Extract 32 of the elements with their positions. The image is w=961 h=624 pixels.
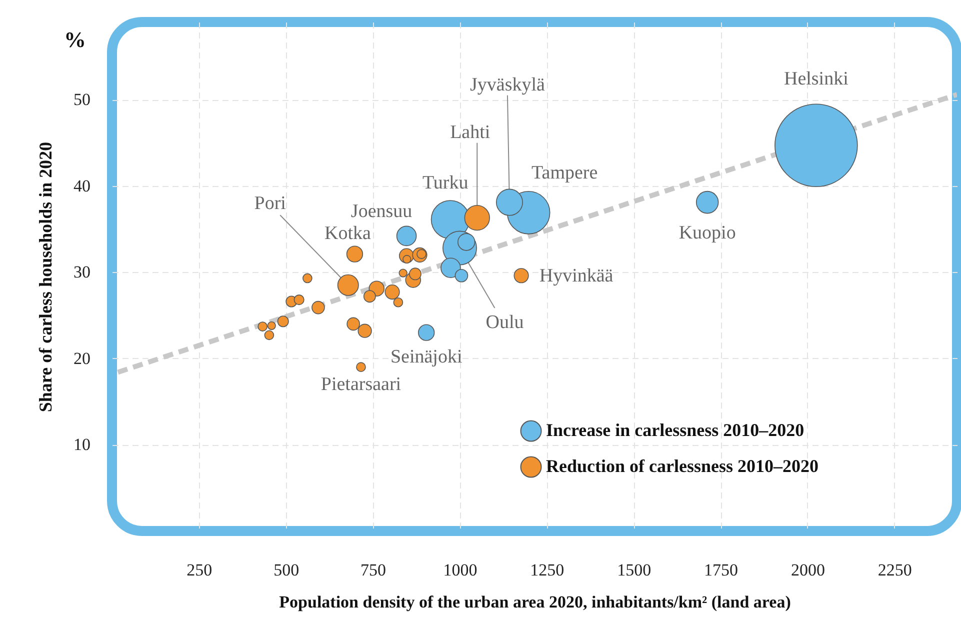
annotation: Jyväskylä	[470, 74, 546, 96]
annotation: Pori	[254, 193, 286, 214]
x-tick-label: 750	[360, 560, 386, 580]
y-tick-label: 40	[74, 176, 90, 196]
annotation: Lahti	[450, 122, 490, 143]
y-tick-label: 10	[74, 435, 90, 454]
x-tick-label: 1000	[443, 560, 478, 580]
y-tick-label: 50	[74, 90, 90, 110]
legend-label: Increase in carlessness 2010–2020	[546, 420, 804, 440]
x-tick-label: 2000	[790, 560, 825, 580]
annotation: Tampere	[531, 162, 598, 184]
annotation: Hyvinkää	[539, 266, 614, 287]
annotation: Turku	[422, 172, 469, 194]
annotation: Helsinki	[784, 68, 848, 90]
x-tick-label: 500	[274, 560, 300, 580]
annotation: Kotka	[324, 223, 372, 244]
x-tick-label: 1500	[617, 560, 652, 580]
y-tick-label: 30	[74, 262, 90, 282]
y-axis-title: Share of carless households in 2020	[36, 142, 56, 412]
annotation: Kuopio	[678, 222, 736, 244]
x-tick-label: 2250	[878, 560, 912, 580]
annotation: Pietarsaari	[320, 374, 402, 396]
annotation: Seinäjoki	[390, 346, 462, 368]
text: %	[64, 27, 86, 52]
x-tick-label: 250	[186, 560, 212, 580]
annotation: Oulu	[486, 312, 524, 334]
x-axis-title: Population density of the urban area 2020, inhabitants/km² (land area)	[279, 592, 791, 612]
annotation: Joensuu	[350, 200, 413, 222]
y-tick-label: 20	[74, 348, 90, 368]
legend-label: Reduction of carlessness 2010–2020	[546, 456, 818, 476]
x-tick-label: 1750	[704, 560, 738, 580]
x-tick-label: 1250	[530, 560, 564, 580]
